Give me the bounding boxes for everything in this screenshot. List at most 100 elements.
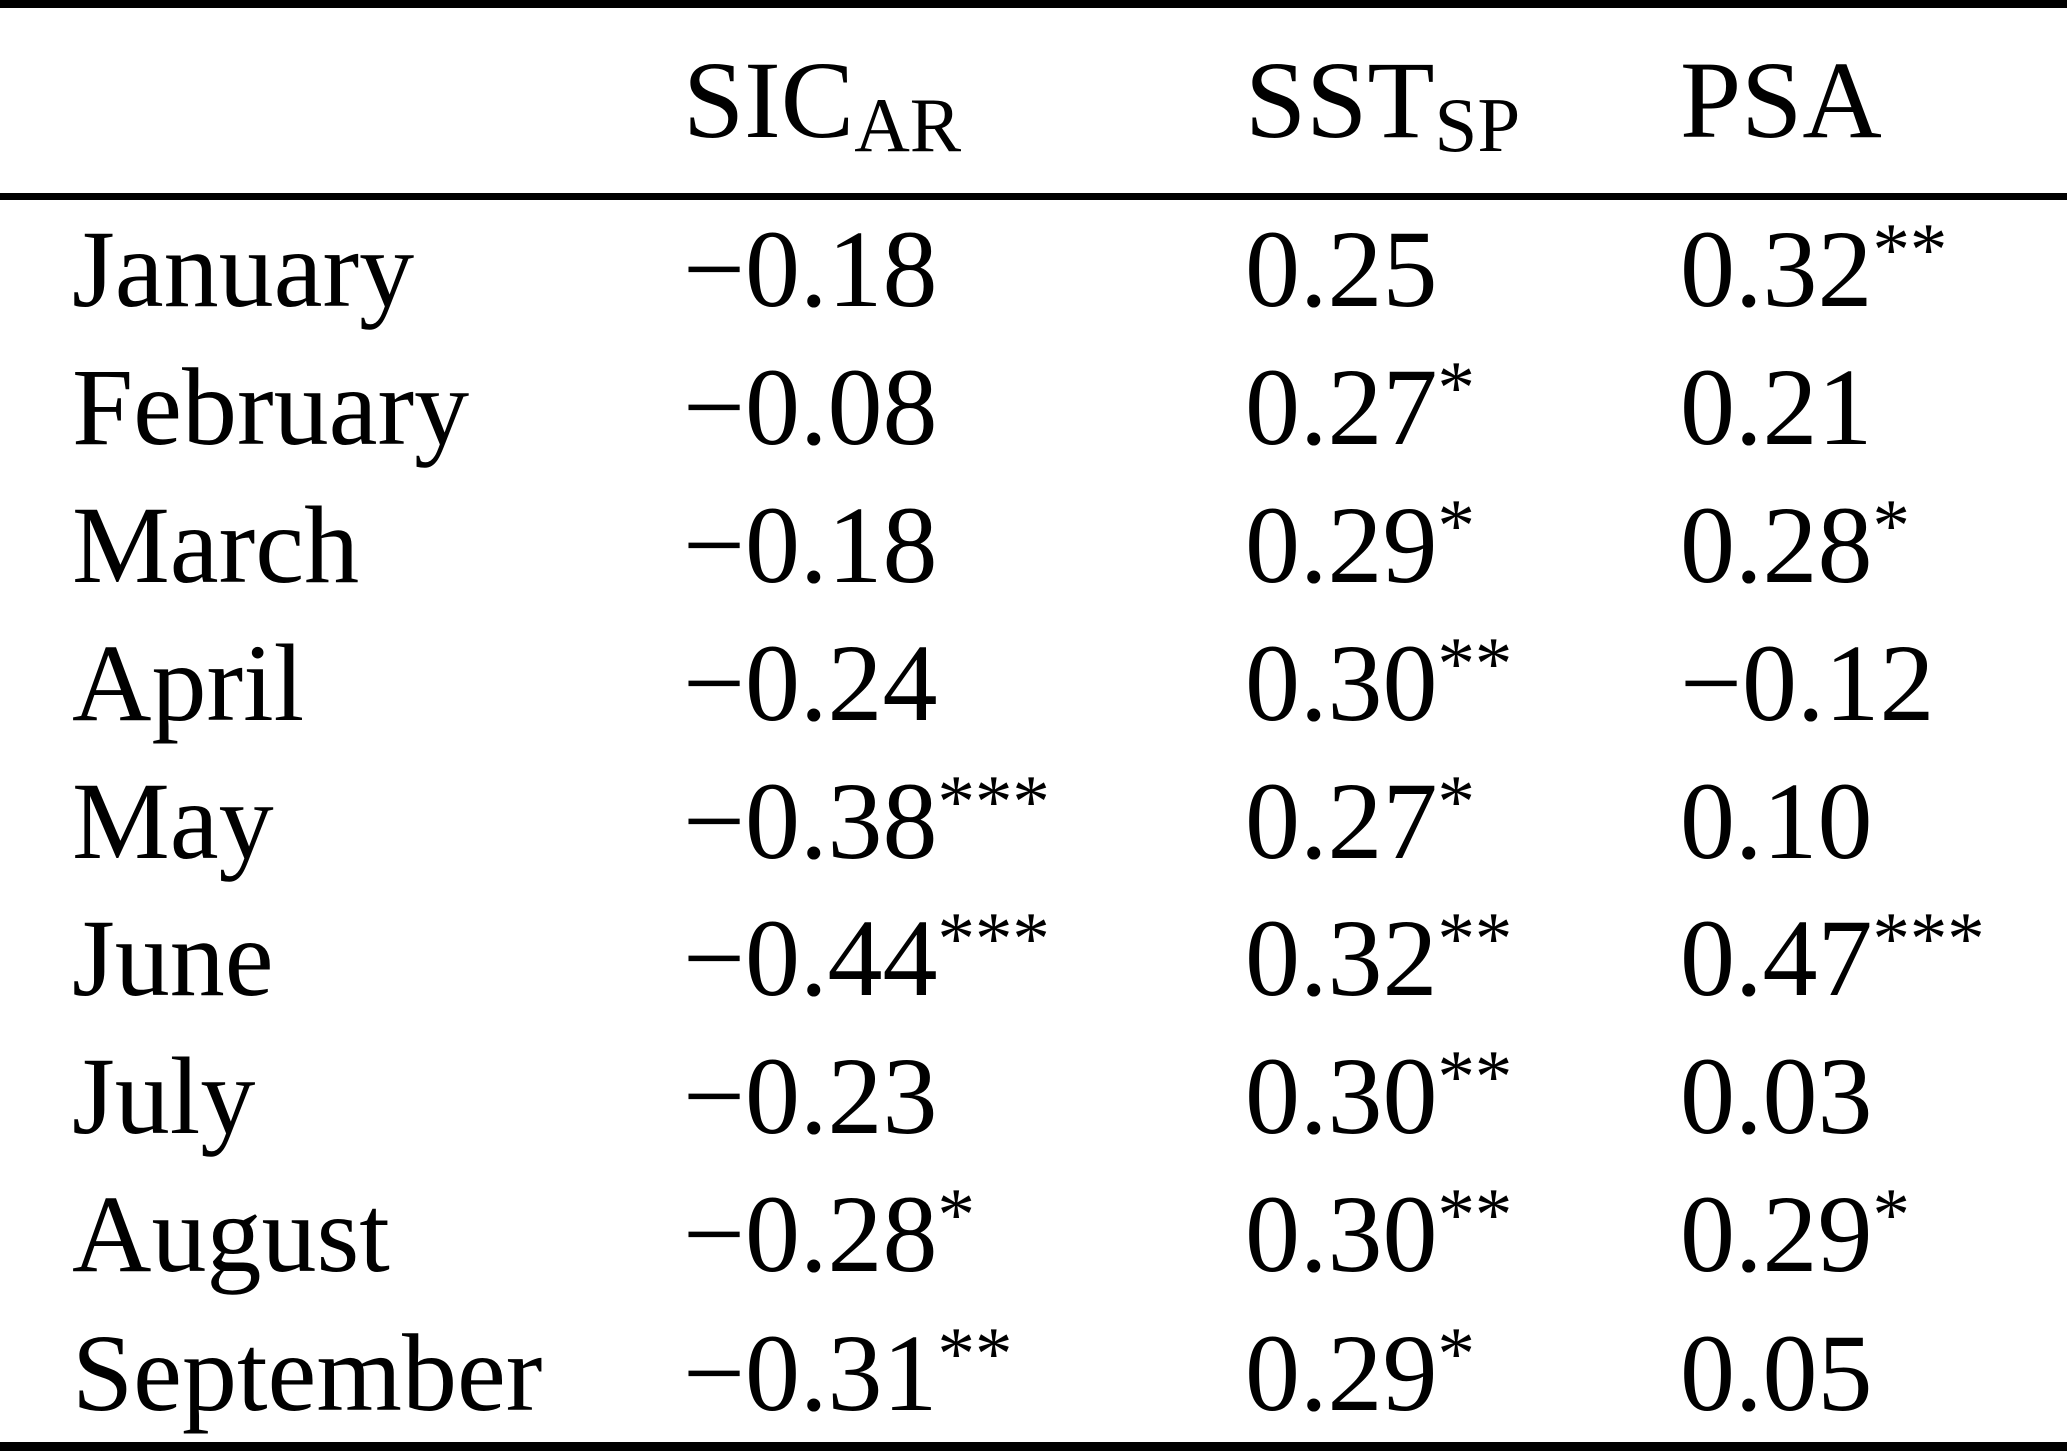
correlation-value: 0.32: [1245, 897, 1438, 1020]
month-cell: January: [0, 196, 683, 338]
table-body: January −0.18 0.25 0.32** February −0.08…: [0, 196, 2067, 1447]
sic-header-label: SIC: [683, 39, 855, 162]
table-row-july: July −0.23 0.30** 0.03: [0, 1027, 2067, 1165]
correlation-value: −0.18: [683, 483, 938, 606]
month-label: April: [72, 621, 305, 744]
sst-sp-cell: 0.29*: [1245, 476, 1680, 614]
sic-ar-cell: −0.24: [683, 614, 1245, 752]
significance-stars: ***: [937, 898, 1050, 982]
correlation-value: 0.21: [1680, 346, 1873, 469]
significance-stars: ***: [1872, 898, 1985, 982]
correlation-value: 0.30: [1245, 1173, 1438, 1296]
column-header-month: [0, 4, 683, 200]
psa-cell: 0.05: [1680, 1303, 2067, 1447]
header-row: SICAR SSTSP PSA: [0, 4, 2067, 200]
correlation-value: −0.23: [683, 1035, 938, 1158]
sst-sp-cell: 0.29*: [1245, 1303, 1680, 1447]
sic-ar-cell: −0.38***: [683, 752, 1245, 890]
column-header-psa: PSA: [1680, 4, 2067, 200]
correlation-value: 0.25: [1245, 207, 1438, 330]
psa-header-label: PSA: [1680, 39, 1882, 162]
month-label: February: [72, 346, 470, 469]
correlation-value: −0.31: [683, 1311, 938, 1434]
month-cell: June: [0, 890, 683, 1028]
psa-cell: 0.47***: [1680, 890, 2067, 1028]
month-cell: August: [0, 1165, 683, 1303]
correlation-value: 0.29: [1245, 1311, 1438, 1434]
significance-stars: *: [1437, 760, 1475, 844]
sic-ar-cell: −0.18: [683, 476, 1245, 614]
significance-stars: **: [1437, 898, 1513, 982]
correlation-value: −0.44: [683, 897, 938, 1020]
correlation-value: 0.03: [1680, 1035, 1873, 1158]
sic-ar-cell: −0.18: [683, 196, 1245, 338]
month-label: March: [72, 483, 360, 606]
sst-sp-cell: 0.27*: [1245, 338, 1680, 476]
table-row-september: September −0.31** 0.29* 0.05: [0, 1303, 2067, 1447]
sst-sp-cell: 0.32**: [1245, 890, 1680, 1028]
sst-sp-cell: 0.25: [1245, 196, 1680, 338]
correlation-value: −0.12: [1680, 621, 1935, 744]
month-cell: July: [0, 1027, 683, 1165]
month-label: September: [72, 1311, 543, 1434]
month-cell: April: [0, 614, 683, 752]
correlation-value: 0.32: [1680, 207, 1873, 330]
sst-sp-cell: 0.30**: [1245, 1165, 1680, 1303]
sic-ar-cell: −0.44***: [683, 890, 1245, 1028]
significance-stars: *: [1872, 1173, 1910, 1257]
correlation-value: 0.30: [1245, 621, 1438, 744]
column-header-sst-sp: SSTSP: [1245, 4, 1680, 200]
correlation-value: −0.18: [683, 207, 938, 330]
sic-header-subscript: AR: [854, 82, 962, 169]
significance-stars: **: [937, 1312, 1013, 1396]
month-label: June: [72, 897, 274, 1020]
significance-stars: *: [1437, 346, 1475, 430]
month-label: July: [72, 1035, 256, 1158]
month-cell: September: [0, 1303, 683, 1447]
significance-stars: *: [937, 1173, 975, 1257]
psa-cell: 0.21: [1680, 338, 2067, 476]
significance-stars: *: [1437, 484, 1475, 568]
month-cell: March: [0, 476, 683, 614]
significance-stars: *: [1872, 484, 1910, 568]
significance-stars: **: [1437, 1173, 1513, 1257]
table-row-march: March −0.18 0.29* 0.28*: [0, 476, 2067, 614]
significance-stars: **: [1437, 622, 1513, 706]
significance-stars: **: [1437, 1035, 1513, 1119]
column-header-sic-ar: SICAR: [683, 4, 1245, 200]
correlation-value: 0.28: [1680, 483, 1873, 606]
sic-ar-cell: −0.23: [683, 1027, 1245, 1165]
correlation-value: −0.08: [683, 346, 938, 469]
correlation-value: 0.29: [1245, 483, 1438, 606]
psa-cell: 0.03: [1680, 1027, 2067, 1165]
table-row-april: April −0.24 0.30** −0.12: [0, 614, 2067, 752]
sst-sp-cell: 0.27*: [1245, 752, 1680, 890]
month-cell: February: [0, 338, 683, 476]
psa-cell: −0.12: [1680, 614, 2067, 752]
table-row-january: January −0.18 0.25 0.32**: [0, 196, 2067, 338]
sst-sp-cell: 0.30**: [1245, 1027, 1680, 1165]
month-label: August: [72, 1173, 390, 1296]
psa-cell: 0.29*: [1680, 1165, 2067, 1303]
table-row-february: February −0.08 0.27* 0.21: [0, 338, 2067, 476]
psa-cell: 0.28*: [1680, 476, 2067, 614]
correlation-value: 0.27: [1245, 759, 1438, 882]
table-row-may: May −0.38*** 0.27* 0.10: [0, 752, 2067, 890]
sic-ar-cell: −0.31**: [683, 1303, 1245, 1447]
correlation-value: 0.27: [1245, 346, 1438, 469]
month-label: May: [72, 759, 274, 882]
table-header: SICAR SSTSP PSA: [0, 4, 2067, 200]
table-row-june: June −0.44*** 0.32** 0.47***: [0, 890, 2067, 1028]
sic-ar-cell: −0.08: [683, 338, 1245, 476]
correlation-value: −0.28: [683, 1173, 938, 1296]
psa-cell: 0.10: [1680, 752, 2067, 890]
correlation-value: 0.47: [1680, 897, 1873, 1020]
table-row-august: August −0.28* 0.30** 0.29*: [0, 1165, 2067, 1303]
significance-stars: **: [1872, 208, 1948, 292]
month-label: January: [72, 207, 415, 330]
correlation-value: 0.05: [1680, 1311, 1873, 1434]
significance-stars: ***: [937, 760, 1050, 844]
significance-stars: *: [1437, 1312, 1475, 1396]
